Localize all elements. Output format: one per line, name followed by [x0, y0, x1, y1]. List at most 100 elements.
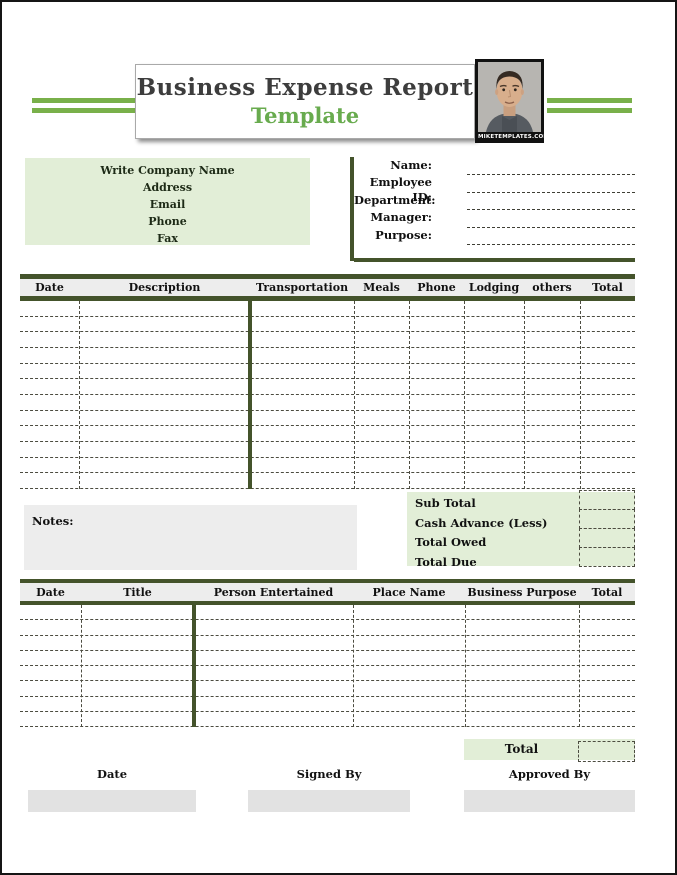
entertainment-total-label: Total [504, 742, 539, 756]
table-empty-row[interactable] [20, 697, 635, 712]
entertainment-table: Date Title Person Entertained Place Name Bus… [20, 579, 635, 727]
accent-bar [32, 98, 135, 103]
table-column-line [353, 605, 354, 727]
employee-field-input[interactable] [467, 161, 635, 176]
table-empty-row[interactable] [20, 620, 635, 636]
report-subtitle: Template [250, 103, 360, 128]
employee-field-input[interactable] [467, 179, 635, 193]
column-header: Place Name [372, 585, 446, 599]
accent-lines-left [32, 98, 135, 118]
table-top-border [20, 579, 635, 583]
signature-input-box[interactable] [28, 790, 196, 812]
employee-field-label: Name: [390, 158, 432, 172]
table-column-line [354, 301, 355, 490]
column-header: Total [591, 585, 623, 599]
employee-field-input[interactable] [467, 214, 635, 228]
brand-photo-frame: MIKETEMPLATES.COM [475, 59, 549, 143]
summary-value-cell[interactable] [579, 509, 635, 529]
expense-table: Date Description Transportation Meals Phone L… [20, 274, 635, 490]
table-empty-row[interactable] [20, 317, 635, 333]
signature-label: Date [96, 767, 128, 781]
column-header: Title [123, 585, 152, 599]
table-column-line [81, 605, 82, 727]
employee-field-label: Employee ID: [369, 175, 432, 205]
signature-block: Signed By [248, 767, 410, 812]
table-empty-row[interactable] [20, 681, 635, 697]
signature-block: Approved By [464, 767, 635, 812]
column-header: Total [592, 281, 623, 294]
table-empty-row[interactable] [20, 458, 635, 474]
table-column-line [464, 301, 465, 490]
column-header: Meals [363, 281, 400, 294]
portrait-photo [478, 62, 541, 132]
table-empty-row[interactable] [20, 364, 635, 380]
column-header: Date [36, 585, 65, 599]
table-empty-row[interactable] [20, 348, 635, 364]
table-empty-row[interactable] [20, 473, 635, 489]
signature-label: Signed By [296, 767, 362, 781]
column-header: Date [35, 281, 64, 294]
table-empty-row[interactable] [20, 301, 635, 317]
column-header: Person Entertained [213, 585, 334, 599]
table-header-border [20, 601, 635, 605]
employee-field-label: Manager: [370, 210, 432, 225]
company-info-line: Email [149, 198, 186, 211]
table-column-line [409, 301, 410, 490]
table-empty-row[interactable] [20, 379, 635, 395]
table-empty-row[interactable] [20, 666, 635, 682]
table-empty-row[interactable] [20, 605, 635, 621]
company-info-line: Write Company Name [100, 164, 235, 177]
signature-input-box[interactable] [464, 790, 635, 812]
employee-field-label: Purpose: [375, 227, 432, 242]
summary-label: Total Owed [415, 535, 487, 549]
employee-field-label: Department: [354, 192, 436, 207]
employee-field-row: Manager: [354, 210, 635, 228]
table-empty-row[interactable] [20, 651, 635, 666]
report-title: Business Expense Report [136, 74, 474, 101]
summary-value-cell[interactable] [579, 547, 635, 567]
table-body [20, 605, 635, 727]
signature-input-box[interactable] [248, 790, 410, 812]
employee-field-row: Department: [354, 192, 635, 211]
vertical-divider [350, 157, 354, 261]
summary-label: Cash Advance (Less) [415, 515, 548, 530]
table-column-divider [248, 301, 252, 490]
table-column-line [465, 605, 466, 727]
accent-bar [547, 98, 632, 103]
table-empty-row[interactable] [20, 636, 635, 651]
table-empty-row[interactable] [20, 442, 635, 458]
notes-box[interactable]: Notes: [24, 505, 357, 570]
table-empty-row[interactable] [20, 411, 635, 427]
company-info-box[interactable]: Write Company Name Address Email Phone Fax [25, 158, 310, 245]
column-header: Lodging [468, 281, 520, 294]
table-header-row: Date Title Person Entertained Place Name Bus… [20, 583, 635, 601]
table-empty-row[interactable] [20, 395, 635, 411]
employee-field-input[interactable] [467, 196, 635, 211]
table-body [20, 301, 635, 490]
table-empty-row[interactable] [20, 332, 635, 348]
summary-value-cell[interactable] [579, 490, 635, 510]
table-empty-row[interactable] [20, 712, 635, 727]
table-column-line [579, 605, 580, 727]
table-header-row: Date Description Transportation Meals Phone L… [20, 279, 635, 296]
table-empty-row[interactable] [20, 426, 635, 442]
column-header: Phone [417, 281, 456, 294]
accent-lines-right [547, 98, 632, 118]
notes-label: Notes: [32, 514, 74, 528]
column-header: Description [128, 281, 201, 294]
table-header-border [20, 296, 635, 301]
entertainment-total-band: Total [464, 739, 635, 760]
entertainment-total-value-cell[interactable] [578, 741, 635, 762]
employee-field-input[interactable] [467, 231, 635, 245]
column-header: Business Purpose [467, 585, 577, 599]
column-header: others [532, 281, 572, 294]
summary-value-cell[interactable] [579, 528, 635, 548]
brand-caption: MIKETEMPLATES.COM [478, 132, 549, 143]
summary-value-cells [579, 490, 635, 567]
table-top-border [20, 274, 635, 279]
employee-field-row: Name: [354, 158, 635, 176]
signature-label: Approved By [508, 767, 591, 781]
company-info-line: Fax [157, 232, 178, 245]
accent-bar [547, 108, 632, 113]
